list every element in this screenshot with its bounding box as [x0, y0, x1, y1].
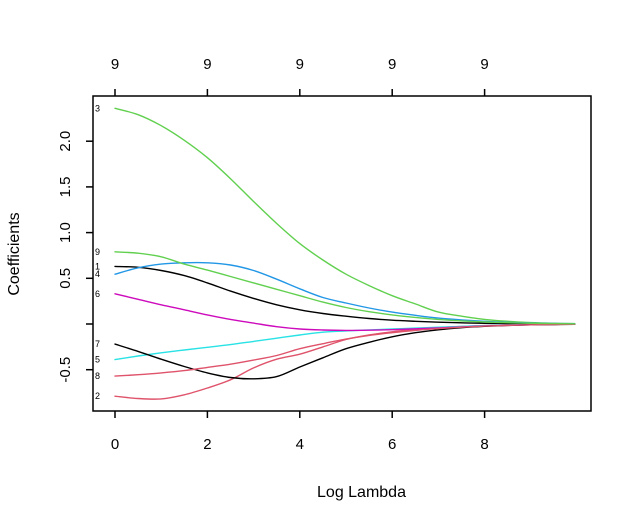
curve-number-label-9: 9: [95, 247, 100, 257]
y-axis-tick-label-2.0: 2.0: [57, 131, 74, 152]
top-axis-df-label-3: 9: [388, 56, 396, 73]
x-axis-title: Log Lambda: [0, 484, 643, 502]
curve-number-label-1: 1: [95, 261, 100, 271]
curve-number-label-7: 7: [95, 339, 100, 349]
x-axis-title-text: Log Lambda: [317, 484, 406, 501]
plot-box: [92, 95, 592, 412]
x-axis-tick-label-0: 0: [111, 436, 119, 453]
top-axis-df-label-2: 9: [296, 56, 304, 73]
y-axis-tick-label-1.0: 1.0: [57, 222, 74, 243]
curve-5: [114, 323, 576, 361]
curve-2: [114, 323, 576, 400]
top-axis-df-label-0: 9: [111, 56, 119, 73]
curve-number-label-5: 5: [95, 355, 100, 365]
y-axis-tick-label-0.5: 0.5: [57, 268, 74, 289]
top-axis-df-label-1: 9: [203, 56, 211, 73]
curve-number-label-3: 3: [95, 103, 100, 113]
curve-8: [114, 323, 576, 377]
y-axis-title: Coefficients: [6, 212, 23, 296]
curve-number-label-6: 6: [95, 289, 100, 299]
curve-number-label-4: 4: [95, 269, 100, 279]
curve-3: [114, 107, 576, 325]
top-axis-df-label-4: 9: [480, 56, 488, 73]
y-axis-tick-label--0.5: -0.5: [57, 357, 74, 383]
y-axis-tick-label-1.5: 1.5: [57, 176, 74, 197]
x-axis-tick-label-4: 4: [296, 436, 304, 453]
curve-number-label-2: 2: [95, 391, 100, 401]
curve-1: [114, 265, 576, 325]
curve-9: [114, 251, 576, 325]
curve-4: [114, 261, 576, 325]
x-axis-tick-label-2: 2: [203, 436, 211, 453]
curve-number-label-8: 8: [95, 371, 100, 381]
x-axis-tick-label-6: 6: [388, 436, 396, 453]
x-axis-tick-label-8: 8: [480, 436, 488, 453]
